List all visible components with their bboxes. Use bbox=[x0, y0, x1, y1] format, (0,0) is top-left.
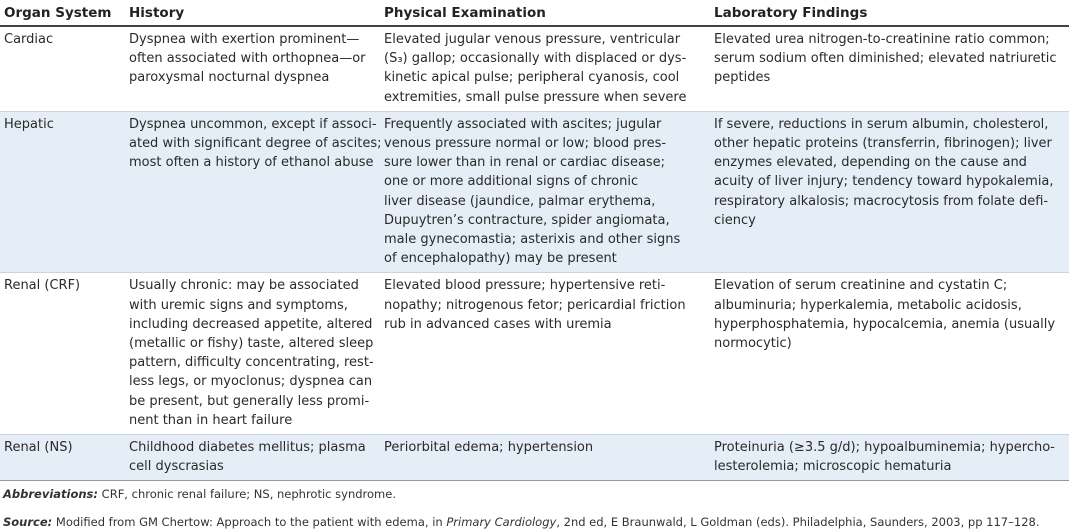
source-text: Modified from GM Chertow: Approach to th… bbox=[52, 515, 447, 529]
cell-line: peptides bbox=[714, 70, 771, 86]
history-cell: Dyspnea with exertion prominent— often as… bbox=[125, 26, 380, 112]
cell-line: nopathy; nitrogenous fetor; pericardial … bbox=[384, 297, 686, 313]
cell-line: Proteinuria (≥3.5 g/d); hypoalbuminemia;… bbox=[714, 440, 1055, 456]
cell-line: cell dyscrasias bbox=[129, 459, 224, 475]
physical-exam-cell: Elevated jugular venous pressure, ventri… bbox=[380, 26, 710, 112]
header-row: Organ System History Physical Examinatio… bbox=[0, 0, 1069, 27]
cell-line: sure lower than in renal or cardiac dise… bbox=[384, 155, 666, 171]
cell-line: be present, but generally less promi- bbox=[129, 393, 370, 409]
cell-line: (S₃) gallop; occasionally with displaced… bbox=[384, 51, 687, 67]
cell-line: paroxysmal nocturnal dyspnea bbox=[129, 70, 330, 86]
cell-line: normocytic) bbox=[714, 336, 792, 352]
header-history: History bbox=[125, 0, 380, 27]
organ-system-cell: Renal (NS) bbox=[0, 434, 125, 482]
lab-findings-cell: Elevated urea nitrogen-to-creatinine rat… bbox=[710, 26, 1069, 112]
header-organ-system: Organ System bbox=[0, 0, 125, 27]
cell-line: liver disease (jaundice, palmar erythema… bbox=[384, 193, 656, 209]
abbreviations-text: CRF, chronic renal failure; NS, nephroti… bbox=[98, 487, 396, 502]
cell-line: Elevation of serum creatinine and cystat… bbox=[714, 278, 1008, 294]
organ-system-cell: Renal (CRF) bbox=[0, 272, 125, 436]
source-note: Source: Modified from GM Chertow: Approa… bbox=[0, 515, 1069, 529]
table-row: Renal (CRF) Usually chronic: may be assoc… bbox=[0, 272, 1069, 436]
cell-line: kinetic apical pulse; peripheral cyanosi… bbox=[384, 70, 680, 86]
cell-line: Elevated urea nitrogen-to-creatinine rat… bbox=[714, 32, 1050, 47]
cell-line: rub in advanced cases with uremia bbox=[384, 316, 612, 332]
lab-findings-cell: Elevation of serum creatinine and cystat… bbox=[710, 272, 1069, 436]
cell-line: acuity of liver injury; tendency toward … bbox=[714, 174, 1054, 190]
cell-line: ated with significant degree of ascites; bbox=[129, 136, 382, 152]
cell-line: often associated with orthopnea—or bbox=[129, 51, 366, 67]
header-laboratory-findings: Laboratory Findings bbox=[710, 0, 1069, 27]
cell-line: of encephalopathy) may be present bbox=[384, 251, 617, 267]
organ-system-cell: Hepatic bbox=[0, 111, 125, 274]
cell-line: Elevated jugular venous pressure, ventri… bbox=[384, 32, 681, 47]
cell-line: one or more additional signs of chronic bbox=[384, 174, 639, 190]
organ-system-cell: Cardiac bbox=[0, 26, 125, 112]
cell-line: Dyspnea uncommon, except if associ- bbox=[129, 116, 377, 132]
cell-line: albuminuria; hyperkalemia, metabolic aci… bbox=[714, 297, 1022, 313]
edema-differential-table: Organ System History Physical Examinatio… bbox=[0, 0, 1069, 482]
history-cell: Childhood diabetes mellitus; plasma cell … bbox=[125, 434, 380, 482]
physical-exam-cell: Frequently associated with ascites; jugu… bbox=[380, 111, 710, 274]
cell-line: with uremic signs and symptoms, bbox=[129, 297, 348, 313]
cell-line: most often a history of ethanol abuse bbox=[129, 155, 374, 171]
physical-exam-cell: Elevated blood pressure; hypertensive re… bbox=[380, 272, 710, 436]
cell-line: Dupuytren’s contracture, spider angiomat… bbox=[384, 212, 670, 228]
source-title: Primary Cardiology bbox=[446, 515, 557, 529]
history-cell: Dyspnea uncommon, except if associ-ated … bbox=[125, 111, 382, 274]
cell-line: male gynecomastia; asterixis and other s… bbox=[384, 232, 681, 248]
cell-line: hyperphosphatemia, hypocalcemia, anemia … bbox=[714, 316, 1056, 332]
cell-line: Dyspnea with exertion prominent— bbox=[129, 32, 360, 47]
cell-line: respiratory alkalosis; macrocytosis from… bbox=[714, 193, 1049, 209]
cell-line: including decreased appetite, altered bbox=[129, 316, 373, 332]
cell-line: Elevated blood pressure; hypertensive re… bbox=[384, 278, 666, 294]
cell-line: less legs, or myoclonus; dyspnea can bbox=[129, 374, 373, 390]
abbreviations-note: Abbreviations: CRF, chronic renal failur… bbox=[0, 487, 1069, 501]
table-row: Renal (NS) Childhood diabetes mellitus; p… bbox=[0, 434, 1069, 482]
history-cell: Usually chronic: may be associated with u… bbox=[125, 272, 380, 436]
lab-findings-cell: If severe, reductions in serum albumin, … bbox=[710, 111, 1069, 274]
cell-line: nent than in heart failure bbox=[129, 412, 293, 428]
header-physical-examination: Physical Examination bbox=[380, 0, 710, 27]
source-label: Source: bbox=[3, 515, 53, 529]
cell-line: Usually chronic: may be associated bbox=[129, 278, 359, 294]
table-row: Hepatic Dyspnea uncommon, except if assoc… bbox=[0, 111, 1069, 274]
cell-line: Periorbital edema; hypertension bbox=[384, 440, 594, 456]
cell-line: venous pressure normal or low; blood pre… bbox=[384, 136, 667, 152]
cell-line: Childhood diabetes mellitus; plasma bbox=[129, 440, 366, 456]
cell-line: pattern, difficulty concentrating, rest- bbox=[129, 355, 374, 371]
cell-line: enzymes elevated, depending on the cause… bbox=[714, 155, 1027, 171]
physical-exam-cell: Periorbital edema; hypertension bbox=[380, 434, 710, 482]
cell-line: serum sodium often diminished; elevated … bbox=[714, 51, 1057, 67]
table-row: Cardiac Dyspnea with exertion prominent— o… bbox=[0, 26, 1069, 112]
cell-line: extremities, small pulse pressure when s… bbox=[384, 89, 687, 105]
cell-line: other hepatic proteins (transferrin, fib… bbox=[714, 136, 1052, 152]
cell-line: If severe, reductions in serum albumin, … bbox=[714, 116, 1049, 132]
lab-findings-cell: Proteinuria (≥3.5 g/d); hypoalbuminemia;… bbox=[710, 434, 1069, 482]
cell-line: Frequently associated with ascites; jugu… bbox=[384, 116, 662, 132]
source-text-end: , 2nd ed, E Braunwald, L Goldman (eds). … bbox=[556, 515, 1040, 529]
cell-line: ciency bbox=[714, 212, 756, 228]
abbreviations-label: Abbreviations: bbox=[3, 487, 99, 502]
cell-line: (metallic or fishy) taste, altered sleep bbox=[129, 336, 374, 352]
cell-line: lesterolemia; microscopic hematuria bbox=[714, 459, 952, 475]
